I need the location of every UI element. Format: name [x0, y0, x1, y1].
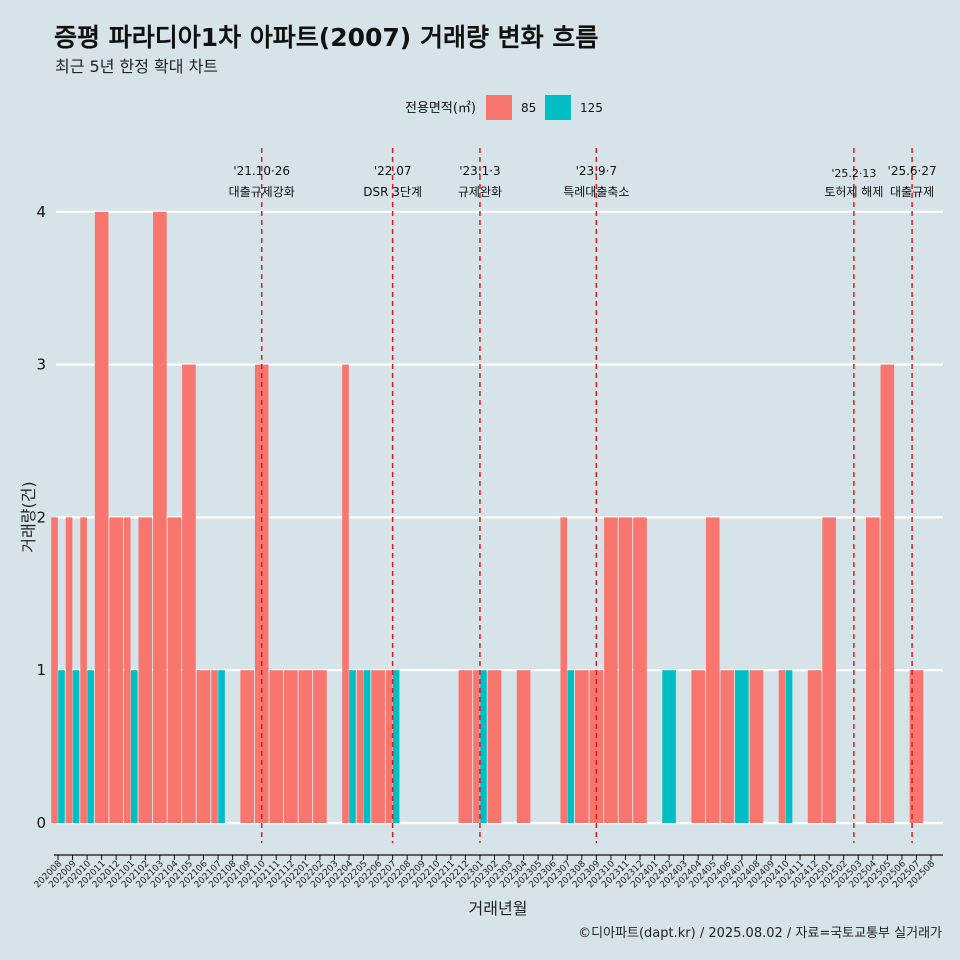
- x-axis-title: 거래년월: [469, 899, 528, 918]
- bar-85: [196, 670, 211, 823]
- legend-swatch-85: [486, 95, 512, 120]
- bar-85: [720, 670, 735, 823]
- event-date: '23.1·3: [459, 164, 500, 178]
- bar-125: [218, 670, 225, 823]
- bar-85: [385, 670, 393, 823]
- bar-85: [866, 517, 880, 823]
- bar-85: [80, 517, 87, 823]
- bar-85: [51, 517, 58, 823]
- legend-label-85: 85: [521, 101, 536, 115]
- bar-85: [691, 670, 705, 823]
- bar-85: [778, 670, 786, 823]
- axes: 0123420200820200920201020201120201220210…: [33, 203, 943, 890]
- event-label: 대출규제강화: [229, 185, 295, 199]
- bar-85: [749, 670, 764, 823]
- bar-85: [560, 517, 568, 823]
- event-date: '22.07: [374, 164, 412, 178]
- bar-125: [72, 670, 80, 823]
- bar-125: [363, 670, 371, 823]
- bar-125: [662, 670, 676, 823]
- y-axis-title: 거래량(건): [19, 481, 38, 552]
- event-annotations: '21.10·26 대출규제강화 '22.07 DSR 3단계 '23.1·3 규제완화 '…: [229, 148, 937, 843]
- event-label: 특례대출축소: [563, 185, 629, 199]
- bar-85: [313, 670, 327, 823]
- bar-125: [349, 670, 356, 823]
- legend-swatch-125: [545, 95, 571, 120]
- bar-125: [392, 670, 400, 823]
- bar-85: [182, 364, 196, 823]
- bar-85: [909, 670, 924, 823]
- bars: [51, 211, 924, 824]
- bar-85: [822, 517, 836, 823]
- bar-125: [785, 670, 793, 823]
- bar-85: [65, 517, 73, 823]
- legend: 전용면적(㎡) 85 125: [405, 95, 603, 120]
- bar-85: [138, 517, 153, 823]
- y-tick-label: 2: [36, 508, 46, 526]
- event-label: 규제완화: [458, 185, 502, 199]
- event-date: '21.10·26: [233, 164, 290, 178]
- bar-85: [94, 211, 109, 824]
- bar-85: [211, 670, 218, 823]
- bar-125: [130, 670, 138, 823]
- y-tick-label: 0: [36, 814, 46, 832]
- bar-85: [516, 670, 531, 823]
- bar-85: [284, 670, 298, 823]
- y-tick-label: 1: [36, 661, 46, 679]
- legend-label-125: 125: [580, 101, 603, 115]
- bar-85: [705, 517, 720, 823]
- y-tick-label: 3: [36, 356, 46, 374]
- bar-85: [356, 670, 364, 823]
- bar-125: [58, 670, 65, 823]
- bar-125: [735, 670, 749, 823]
- bar-85: [575, 670, 589, 823]
- bar-85: [633, 517, 647, 823]
- bar-85: [123, 517, 131, 823]
- bar-85: [298, 670, 313, 823]
- bar-85: [880, 364, 895, 823]
- bar-85: [342, 364, 349, 823]
- bar-85: [167, 517, 182, 823]
- y-tick-label: 4: [36, 203, 46, 221]
- bar-125: [480, 670, 487, 823]
- event-label: 대출규제: [890, 185, 934, 199]
- bar-85: [371, 670, 385, 823]
- bar-85: [109, 517, 123, 823]
- bar-125: [567, 670, 575, 823]
- bar-85: [618, 517, 633, 823]
- event-label: 토허제 해제: [824, 185, 883, 199]
- bar-85: [604, 517, 618, 823]
- event-label: DSR 3단계: [363, 185, 422, 199]
- bar-85: [240, 670, 254, 823]
- chart-subtitle: 최근 5년 한정 확대 차트: [55, 57, 219, 76]
- bar-85: [487, 670, 502, 823]
- bar-85: [473, 670, 480, 823]
- bar-85: [807, 670, 822, 823]
- event-date: '23.9·7: [576, 164, 617, 178]
- bar-125: [87, 670, 94, 823]
- chart-title: 증평 파라디아1차 아파트(2007) 거래량 변화 흐름: [54, 23, 599, 52]
- bar-85: [458, 670, 473, 823]
- event-date: '25.6·27: [888, 164, 937, 178]
- bar-85: [153, 211, 167, 824]
- legend-title: 전용면적(㎡): [405, 101, 476, 116]
- source-caption: ©디아파트(dapt.kr) / 2025.08.02 / 자료=국토교통부 실…: [578, 926, 942, 941]
- bar-85: [269, 670, 284, 823]
- event-date: '25.2·13: [831, 167, 876, 180]
